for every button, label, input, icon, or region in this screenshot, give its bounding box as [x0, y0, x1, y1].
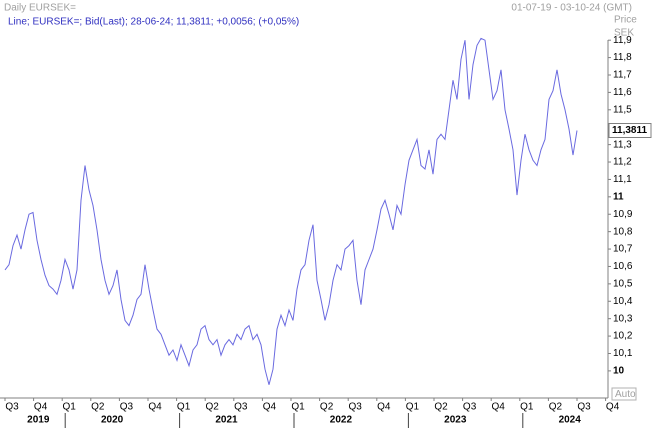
- x-tick-label: Q2: [549, 402, 563, 413]
- year-label: 2019: [27, 415, 50, 426]
- y-tick-label: 11,7: [613, 70, 632, 81]
- x-tick-label: Q1: [406, 402, 420, 413]
- y-tick-label: 10,2: [613, 331, 633, 342]
- x-tick-label: Q4: [377, 402, 391, 413]
- x-tick-label: Q4: [34, 402, 48, 413]
- y-axis-title: Price: [614, 15, 637, 26]
- y-tick-label: 10,8: [613, 226, 633, 237]
- last-price-box: [608, 123, 652, 139]
- x-tick-label: Q2: [206, 402, 220, 413]
- year-label: 2020: [101, 415, 124, 426]
- y-tick-label: 10,7: [613, 244, 633, 255]
- y-tick-label: 11,6: [613, 87, 632, 98]
- y-tick-label: 10,4: [613, 296, 633, 307]
- x-tick-label: Q2: [91, 402, 105, 413]
- x-tick-label: Q3: [120, 402, 134, 413]
- year-label: 2024: [559, 415, 582, 426]
- year-label: 2022: [330, 415, 353, 426]
- y-tick-label: 11,5: [613, 104, 632, 115]
- x-tick-label: Q3: [234, 402, 248, 413]
- x-tick-label: Q4: [606, 402, 620, 413]
- y-tick-label: 11,2: [613, 157, 632, 168]
- x-tick-label: Q3: [577, 402, 591, 413]
- x-tick-label: Q3: [463, 402, 477, 413]
- y-tick-label: 10,5: [613, 279, 633, 290]
- y-tick-label: 11,9: [613, 35, 632, 46]
- last-price-label: 11,3811: [612, 125, 647, 136]
- y-axis-unit: SEK: [614, 28, 634, 39]
- auto-box[interactable]: [611, 387, 637, 401]
- x-tick-label: Q1: [177, 402, 191, 413]
- y-tick-label: 10,6: [613, 261, 633, 272]
- y-tick-label: 11: [613, 191, 624, 202]
- scale-mode[interactable]: Auto: [615, 389, 636, 400]
- x-tick-label: Q2: [320, 402, 334, 413]
- x-tick-label: Q4: [148, 402, 162, 413]
- chart-title: Daily EURSEK=: [4, 3, 76, 14]
- x-tick-label: Q1: [291, 402, 305, 413]
- year-label: 2023: [444, 415, 467, 426]
- y-tick-label: 10,1: [613, 348, 633, 359]
- y-tick-label: 10,3: [613, 313, 633, 324]
- price-line: [4, 37, 578, 385]
- y-tick-label: 11,3: [613, 139, 632, 150]
- x-tick-label: Q2: [434, 402, 448, 413]
- y-tick-label: 10: [613, 366, 625, 377]
- x-tick-label: Q4: [492, 402, 506, 413]
- y-tick-label: 10,9: [613, 209, 633, 220]
- legend: Line; EURSEK=; Bid(Last); 28-06-24; 11,3…: [8, 17, 299, 28]
- x-tick-label: Q1: [520, 402, 534, 413]
- date-range: 01-07-19 - 03-10-24 (GMT): [511, 3, 632, 14]
- year-label: 2021: [215, 415, 238, 426]
- y-tick-label: 11,8: [613, 52, 632, 63]
- x-tick-label: Q3: [349, 402, 363, 413]
- x-tick-label: Q4: [263, 402, 277, 413]
- y-tick-label: 11,1: [613, 174, 632, 185]
- x-tick-label: Q3: [5, 402, 19, 413]
- x-tick-label: Q1: [63, 402, 77, 413]
